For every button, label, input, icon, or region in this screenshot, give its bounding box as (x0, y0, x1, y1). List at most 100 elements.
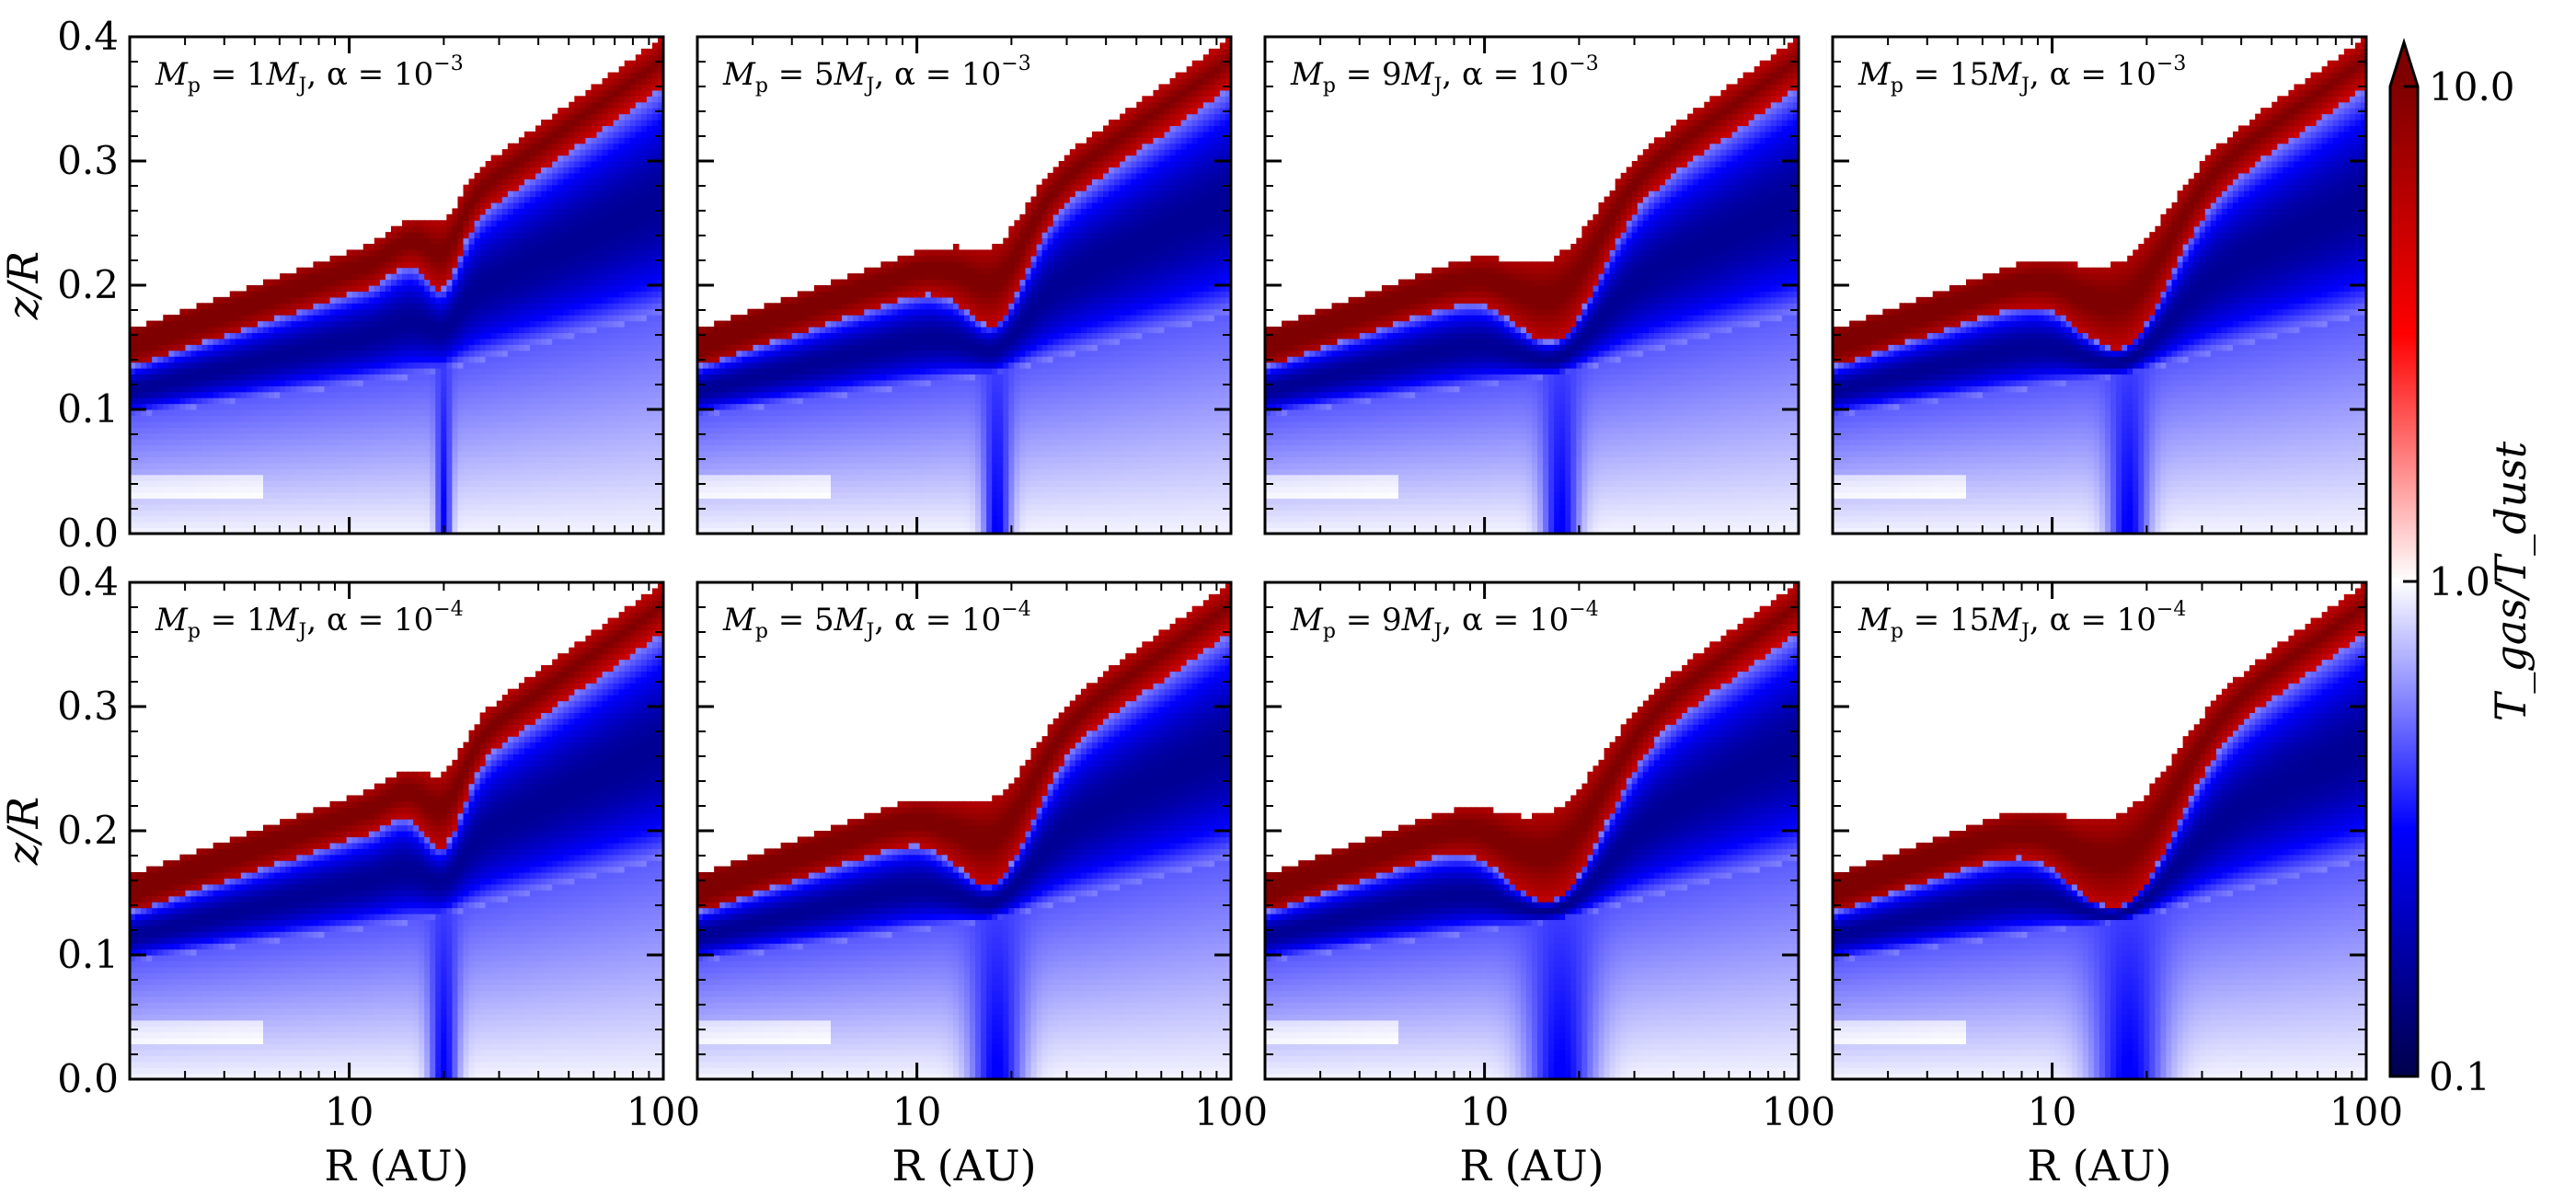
heatmap-cell (174, 315, 180, 322)
heatmap-cell (552, 255, 558, 262)
heatmap-cell (435, 420, 442, 428)
heatmap-cell (179, 492, 187, 500)
heatmap-cell (257, 356, 264, 363)
heatmap-cell (591, 291, 598, 298)
heatmap-cell (535, 432, 542, 440)
heatmap-cell (507, 480, 514, 488)
heatmap-cell (602, 338, 609, 345)
heatmap-cell (569, 403, 575, 410)
heatmap-cell (541, 379, 547, 386)
heatmap-cell (602, 220, 609, 227)
heatmap-cell (307, 344, 314, 351)
heatmap-cell (635, 249, 642, 257)
heatmap-cell (635, 161, 642, 168)
heatmap-cell (518, 468, 525, 476)
heatmap-cell (501, 403, 509, 410)
heatmap-cell (146, 427, 153, 434)
heatmap-cell (269, 409, 275, 417)
heatmap-cell (374, 415, 381, 422)
heatmap-cell (213, 344, 220, 351)
heatmap-cell (424, 522, 431, 529)
heatmap-cell (368, 291, 375, 298)
heatmap-cell (302, 498, 308, 505)
heatmap-cell (130, 510, 136, 517)
heatmap-cell (563, 391, 569, 398)
heatmap-cell (618, 486, 626, 493)
heatmap-cell (563, 225, 569, 233)
heatmap-cell (390, 415, 397, 422)
heatmap-cell (596, 225, 604, 233)
heatmap-cell (535, 308, 542, 316)
heatmap-cell (213, 522, 220, 529)
heatmap-cell (263, 397, 270, 405)
heatmap-cell (424, 480, 431, 488)
heatmap-cell (424, 462, 431, 469)
heatmap-cell (229, 362, 236, 369)
heatmap-cell (490, 285, 498, 293)
heatmap-cell (569, 427, 575, 434)
heatmap-cell (351, 498, 359, 505)
heatmap-cell (379, 474, 386, 481)
heatmap-cell (390, 291, 397, 298)
heatmap-cell (190, 397, 198, 405)
heatmap-cell (535, 255, 542, 262)
heatmap-cell (324, 498, 331, 505)
heatmap-cell (512, 515, 520, 523)
heatmap-cell (580, 327, 587, 334)
heatmap-cell (496, 232, 503, 239)
heatmap-cell (285, 379, 292, 386)
heatmap-cell (463, 439, 470, 446)
heatmap-cell (474, 374, 481, 381)
heatmap-cell (280, 362, 286, 369)
heatmap-cell (535, 137, 542, 144)
heatmap-cell (624, 267, 631, 274)
heatmap-cell (307, 385, 314, 393)
heatmap-cell (280, 503, 286, 511)
heatmap-cell (280, 420, 286, 428)
heatmap-cell (229, 350, 236, 357)
heatmap-cell (346, 303, 353, 310)
heatmap-cell (613, 456, 620, 464)
heatmap-cell (324, 415, 331, 422)
heatmap-cell (596, 415, 604, 422)
heatmap-cell (563, 462, 569, 469)
heatmap-cell (385, 515, 392, 523)
heatmap-cell (624, 167, 631, 174)
heatmap-cell (496, 225, 503, 233)
heatmap-cell (452, 391, 459, 398)
heatmap-cell (246, 527, 253, 534)
heatmap-cell (558, 220, 564, 227)
heatmap-cell (585, 344, 592, 351)
heatmap-cell (613, 143, 620, 150)
heatmap-cell (629, 232, 637, 239)
heatmap-cell (368, 303, 375, 310)
heatmap-cell (512, 397, 520, 405)
heatmap-cell (263, 320, 270, 328)
heatmap-cell (130, 468, 136, 476)
heatmap-cell (397, 327, 403, 334)
heatmap-cell (235, 397, 242, 405)
heatmap-cell (463, 291, 470, 298)
heatmap-cell (546, 385, 553, 393)
heatmap-cell (257, 486, 264, 493)
heatmap-cell (141, 510, 147, 517)
heatmap-cell (629, 510, 637, 517)
heatmap-cell (574, 510, 581, 517)
heatmap-cell (474, 261, 481, 269)
heatmap-cell (302, 492, 308, 500)
heatmap-cell (296, 420, 303, 428)
heatmap-cell (302, 285, 308, 293)
heatmap-cell (496, 161, 503, 168)
heatmap-cell (485, 303, 492, 310)
heatmap-cell (607, 327, 615, 334)
heatmap-cell (324, 462, 331, 469)
heatmap-cell (419, 267, 425, 274)
heatmap-cell (635, 397, 642, 405)
heatmap-cell (512, 273, 520, 281)
heatmap-cell (362, 279, 370, 286)
heatmap-cell (185, 415, 192, 422)
heatmap-cell (591, 167, 598, 174)
heatmap-cell (569, 267, 575, 274)
heatmap-cell (141, 456, 147, 464)
heatmap-cell (546, 492, 553, 500)
